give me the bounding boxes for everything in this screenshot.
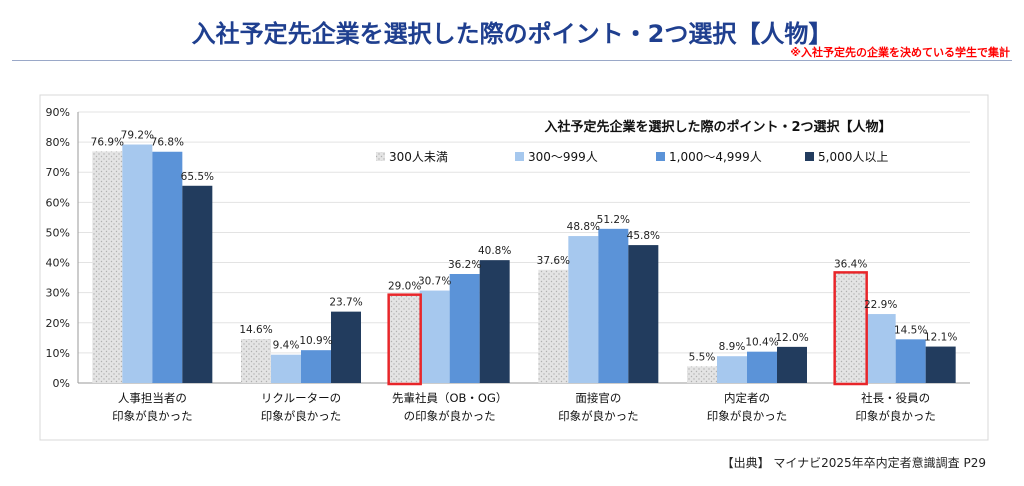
- legend-label: 5,000人以上: [818, 150, 888, 164]
- legend-swatch: [805, 152, 814, 161]
- bar-value-label: 14.5%: [894, 324, 927, 336]
- bar-value-label: 9.4%: [273, 340, 300, 352]
- bar-value-label: 12.1%: [924, 332, 957, 344]
- bar-value-label: 36.4%: [834, 258, 867, 270]
- title-divider: [12, 60, 1012, 61]
- bar-value-label: 22.9%: [864, 299, 897, 311]
- x-category-label: リクルーターの: [261, 391, 341, 405]
- bar-value-label: 51.2%: [597, 214, 630, 226]
- y-tick-label: 60%: [46, 196, 70, 209]
- bar: [389, 295, 420, 383]
- bar: [835, 273, 866, 383]
- legend-swatch: [515, 152, 524, 161]
- legend-label: 1,000～4,999人: [669, 150, 762, 164]
- bar: [568, 236, 599, 383]
- bar: [182, 185, 213, 383]
- bar: [271, 354, 301, 383]
- bar: [925, 346, 956, 383]
- x-category-label: 内定者の: [724, 391, 770, 405]
- legend-label: 300人未満: [389, 150, 448, 164]
- bar: [331, 311, 361, 383]
- y-tick-label: 90%: [46, 106, 70, 119]
- bar: [717, 356, 747, 383]
- x-category-label: 印象が良かった: [707, 409, 788, 423]
- bar-value-label: 12.0%: [775, 332, 808, 344]
- bar-value-label: 23.7%: [329, 297, 362, 309]
- bar: [687, 366, 717, 383]
- bar-value-label: 76.8%: [151, 137, 184, 149]
- bar-value-label: 45.8%: [627, 230, 660, 242]
- bar: [92, 151, 123, 383]
- bar: [895, 339, 926, 383]
- legend-swatch: [656, 152, 665, 161]
- bar: [538, 269, 569, 383]
- sample-note: ※入社予定先の企業を決めている学生で集計: [790, 46, 1010, 59]
- bar-value-label: 29.0%: [388, 281, 421, 293]
- y-tick-label: 70%: [46, 166, 70, 179]
- bar-value-label: 30.7%: [418, 276, 451, 288]
- x-category-label: 先輩社員（OB・OG）: [392, 391, 507, 405]
- x-category-label: 面接官の: [575, 391, 621, 405]
- y-tick-label: 50%: [46, 226, 70, 239]
- x-category-label: 社長・役員の: [861, 391, 930, 405]
- y-tick-label: 0%: [53, 377, 70, 390]
- bar: [865, 314, 896, 383]
- bar: [241, 339, 271, 383]
- bar-value-label: 76.9%: [91, 136, 124, 148]
- bar-value-label: 10.4%: [745, 337, 778, 349]
- bar: [301, 350, 331, 383]
- bar-value-label: 79.2%: [121, 130, 154, 142]
- bar-value-label: 8.9%: [719, 341, 746, 353]
- bar-value-label: 48.8%: [567, 221, 600, 233]
- bar-value-label: 40.8%: [478, 245, 511, 257]
- bar: [628, 245, 659, 383]
- x-category-label: 印象が良かった: [112, 409, 193, 423]
- bar-value-label: 5.5%: [689, 351, 716, 363]
- bar-value-label: 37.6%: [537, 255, 570, 267]
- bar: [598, 228, 629, 383]
- bar-value-label: 10.9%: [299, 335, 332, 347]
- highlight-box: [833, 271, 868, 386]
- y-tick-label: 40%: [46, 257, 70, 270]
- legend-swatch: [376, 152, 385, 161]
- highlight-box: [387, 293, 422, 386]
- x-category-label: 人事担当者の: [118, 391, 187, 405]
- x-category-label: 印象が良かった: [855, 409, 936, 423]
- source-credit: 【出典】 マイナビ2025年卒内定者意識調査 P29: [721, 456, 986, 470]
- bar-value-label: 36.2%: [448, 259, 481, 271]
- bar: [122, 144, 153, 383]
- bar-value-label: 14.6%: [239, 324, 272, 336]
- chart-title: 入社予定先企業を選択した際のポイント・2つ選択【人物】: [544, 119, 891, 135]
- bar: [419, 290, 450, 383]
- x-category-label: の印象が良かった: [404, 409, 496, 423]
- x-category-label: 印象が良かった: [558, 409, 639, 423]
- legend-label: 300～999人: [528, 150, 598, 164]
- bar: [777, 346, 807, 383]
- y-tick-label: 10%: [46, 347, 70, 360]
- bar: [479, 260, 510, 383]
- x-category-label: 印象が良かった: [261, 409, 342, 423]
- y-tick-label: 20%: [46, 317, 70, 330]
- bar: [747, 351, 777, 383]
- page-title: 入社予定先企業を選択した際のポイント・2つ選択【人物】: [191, 20, 833, 48]
- bar: [152, 151, 183, 383]
- y-tick-label: 30%: [46, 287, 70, 300]
- y-tick-label: 80%: [46, 136, 70, 149]
- bar-value-label: 65.5%: [181, 171, 214, 183]
- bar: [449, 273, 480, 383]
